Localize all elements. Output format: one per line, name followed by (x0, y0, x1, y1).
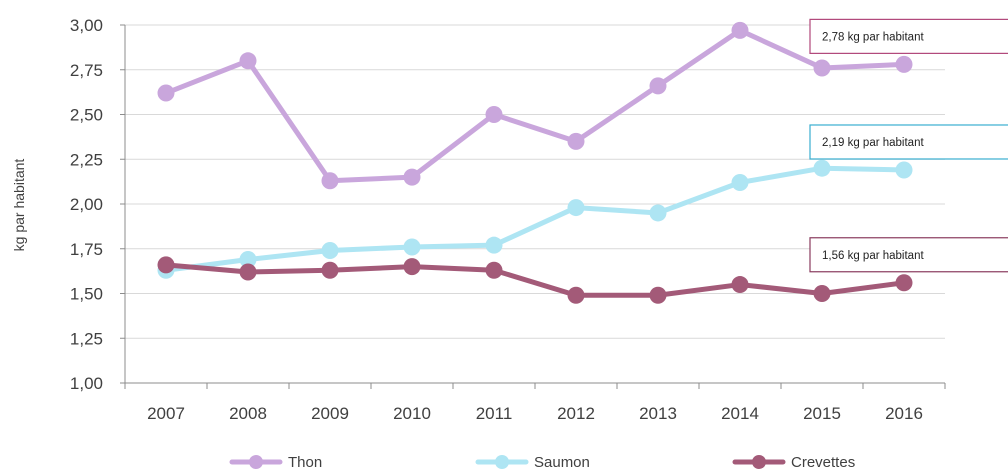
legend-label-thon: Thon (288, 454, 322, 471)
x-tick-label: 2014 (721, 404, 759, 423)
data-point-saumon (567, 199, 585, 217)
y-tick-label: 2,00 (70, 195, 103, 214)
data-point-saumon (403, 238, 421, 256)
data-point-thon (485, 106, 503, 123)
y-tick-label: 1,00 (70, 374, 103, 393)
x-tick-label: 2012 (557, 404, 595, 423)
data-point-crevettes (649, 286, 667, 304)
y-axis-title: kg par habitant (11, 159, 27, 252)
y-tick-label: 1,25 (70, 329, 103, 348)
data-point-thon (813, 59, 831, 77)
data-point-saumon (239, 250, 257, 268)
data-point-saumon (485, 236, 503, 254)
data-point-thon (567, 132, 585, 150)
data-point-crevettes (485, 261, 503, 279)
data-point-saumon (321, 242, 339, 260)
data-point-crevettes (157, 256, 175, 274)
y-tick-label: 1,50 (70, 285, 103, 304)
data-point-thon (321, 172, 339, 190)
data-point-crevettes (239, 263, 257, 281)
data-point-crevettes (321, 261, 339, 279)
legend-label-saumon: Saumon (534, 454, 590, 471)
y-tick-label: 2,25 (70, 150, 103, 169)
series-lines (157, 21, 913, 304)
data-point-crevettes (567, 286, 585, 304)
data-point-thon (731, 21, 749, 39)
data-point-thon (895, 55, 913, 73)
legend: Thon Saumon Crevettes (229, 454, 855, 471)
data-point-saumon (649, 204, 667, 222)
data-point-thon (649, 77, 667, 95)
data-point-thon (403, 168, 421, 186)
y-tick-label: 3,00 (70, 16, 103, 35)
x-tick-label: 2010 (393, 404, 431, 423)
data-point-crevettes (403, 258, 421, 276)
callout-label: 1,56 kg par habitant (822, 250, 924, 262)
x-tick-label: 2008 (229, 404, 267, 423)
callout-box (809, 237, 1008, 273)
data-point-thon (157, 84, 175, 102)
x-tick-label: 2007 (147, 404, 185, 423)
data-point-saumon (895, 161, 913, 179)
callout-label: 2,19 kg par habitant (822, 137, 924, 149)
legend-marker-thon (249, 455, 263, 469)
callouts: 2,78 kg par habitant 2,19 kg par habitant… (809, 18, 1008, 273)
data-point-crevettes (731, 276, 749, 294)
y-tick-label: 1,75 (70, 240, 103, 259)
legend-marker-crevettes (752, 455, 766, 469)
data-point-crevettes (813, 285, 831, 302)
axes: 1,00 1,25 1,50 1,75 2,00 2,25 2,50 2,75 3,00 2007… (70, 16, 946, 423)
legend-label-crevettes: Crevettes (791, 454, 855, 471)
x-tick-label: 2015 (803, 404, 841, 423)
data-point-crevettes (895, 274, 913, 292)
callout-box (809, 124, 1008, 160)
x-tick-label: 2013 (639, 404, 677, 423)
series-line-crevettes (163, 262, 907, 298)
legend-marker-saumon (495, 455, 509, 469)
y-tick-label: 2,50 (70, 106, 103, 125)
y-tick-label: 2,75 (70, 61, 103, 80)
series-line-saumon (163, 165, 907, 273)
x-tick-label: 2009 (311, 404, 349, 423)
data-point-thon (239, 52, 257, 70)
gridlines (125, 24, 945, 339)
series-line-thon (163, 27, 907, 184)
x-tick-label: 2016 (885, 404, 923, 423)
data-point-saumon (813, 159, 831, 177)
data-point-saumon (731, 174, 749, 192)
x-tick-label: 2011 (476, 404, 513, 423)
callout-label: 2,78 kg par habitant (822, 31, 924, 43)
callout-box (809, 18, 1008, 54)
